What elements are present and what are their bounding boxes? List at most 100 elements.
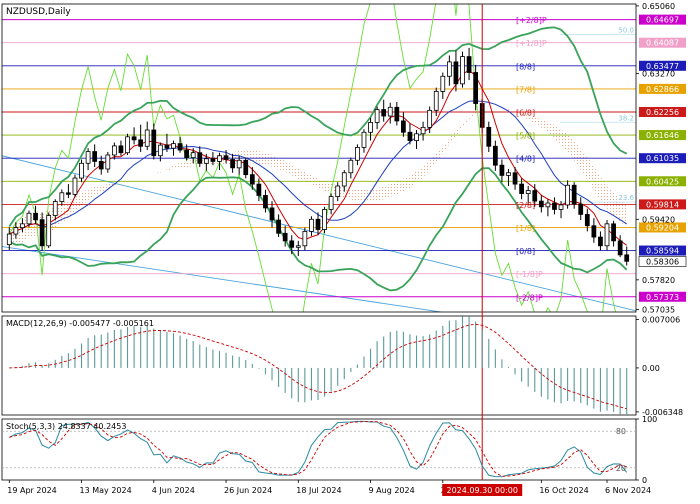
macd-panel-border — [1, 315, 637, 416]
murrey-level-label: [-1/8]P — [516, 270, 543, 279]
time-tick-label: 9 Aug 2024 — [369, 486, 415, 495]
candle-body — [197, 152, 203, 164]
price-tick-label: 0.65060 — [642, 2, 675, 11]
candle-body — [486, 126, 492, 147]
murrey-level-tag — [639, 245, 686, 256]
stoch-level-label: 80 — [616, 427, 626, 436]
candle-body — [302, 231, 308, 247]
murrey-level-value: 0.57373 — [646, 293, 679, 302]
candle-body — [591, 225, 597, 238]
murrey-level-tag — [639, 176, 686, 187]
candle-body — [26, 212, 32, 225]
trend-channel-line-lower — [2, 246, 444, 312]
candle-body — [545, 202, 551, 208]
candle-body — [368, 122, 373, 133]
candle-body — [519, 183, 524, 194]
stoch-signal-line — [9, 421, 627, 477]
murrey-level-label: [8/8] — [516, 62, 535, 71]
candle-body — [420, 126, 426, 135]
time-tick-label: 19 Apr 2024 — [7, 486, 56, 495]
candle-body — [499, 164, 505, 176]
murrey-level-label: [-2/8]P — [516, 293, 543, 302]
murrey-level-value: 0.58594 — [646, 247, 679, 256]
fib-level-label: 50.0 — [618, 26, 634, 34]
murrey-level-value: 0.63477 — [646, 62, 679, 71]
candle-body — [66, 192, 71, 195]
murrey-level-label: [+2/8]P — [516, 16, 547, 25]
murrey-level-tag — [639, 14, 686, 25]
current-price-tag — [638, 256, 687, 267]
candle-body — [223, 155, 229, 160]
candle-body — [164, 144, 170, 149]
murrey-level-label: [2/8] — [516, 201, 535, 210]
cursor-time-label: 2024.09.30 00:00 — [447, 486, 518, 495]
main-panel-plot — [2, 4, 636, 312]
murrey-level-value: 0.64087 — [646, 39, 679, 48]
candle-body — [401, 120, 406, 133]
candle-body — [335, 185, 341, 197]
candle-body — [525, 190, 531, 194]
murrey-level-value: 0.62866 — [646, 85, 679, 94]
candle-body — [46, 215, 52, 247]
stoch-tick-label: 0 — [642, 476, 647, 485]
candle-body — [157, 144, 163, 157]
candle-body — [552, 202, 557, 210]
candle-body — [571, 184, 577, 205]
candle-body — [295, 245, 301, 248]
bollinger-lower-band — [8, 167, 628, 292]
candle-body — [203, 158, 209, 164]
candle-body — [492, 145, 498, 166]
candle-body — [433, 91, 439, 111]
symbol-label: NZDUSD,Daily — [6, 7, 71, 17]
candle-body — [584, 213, 590, 227]
candle-body — [315, 218, 321, 230]
macd-signal-line — [9, 323, 627, 410]
time-tick-label: 4 Jun 2024 — [152, 486, 195, 495]
stoch-label: Stoch(5,3,3) 24.8337 40.2453 — [6, 422, 126, 431]
macd-label: MACD(12,26,9) -0.005477 -0.005161 — [6, 319, 154, 328]
candle-body — [52, 201, 58, 216]
candle-body — [190, 152, 196, 159]
bollinger-upper-band — [8, 26, 628, 228]
candle-body — [138, 139, 144, 147]
candle-body — [39, 219, 45, 247]
murrey-level-label: [1/8] — [516, 224, 535, 233]
stoch-main-line — [9, 420, 628, 478]
cursor-time-tag — [442, 484, 523, 496]
macd-tick-label: 0.007006 — [642, 315, 680, 324]
murrey-level-tag — [639, 130, 686, 141]
candle-body — [105, 154, 111, 170]
murrey-level-value: 0.61646 — [646, 131, 679, 140]
candle-body — [532, 190, 538, 202]
time-tick-label: 13 May 2024 — [80, 486, 132, 495]
macd-tick-label: 0.00 — [642, 364, 660, 373]
candle-body — [341, 172, 347, 187]
murrey-level-value: 0.59204 — [646, 223, 679, 232]
candle-body — [381, 109, 387, 117]
price-tick-label: 0.59420 — [642, 215, 675, 224]
candle-body — [289, 240, 295, 248]
macd-plot — [9, 316, 628, 415]
price-tick-label: 0.63270 — [642, 70, 675, 79]
time-tick-label: 18 Jul 2024 — [296, 486, 341, 495]
candle-body — [59, 192, 65, 202]
time-tick-label: 16 Oct 2024 — [539, 486, 588, 495]
price-tick-label: 0.57820 — [642, 276, 675, 285]
candle-body — [309, 218, 314, 232]
candle-body — [414, 133, 419, 141]
candle-body — [604, 223, 610, 247]
murrey-level-label: [4/8] — [516, 155, 535, 164]
murrey-level-value: 0.59814 — [646, 200, 679, 209]
candle-body — [328, 196, 334, 210]
candle-body — [617, 240, 623, 256]
murrey-level-value: 0.61035 — [646, 154, 679, 163]
candle-body — [558, 204, 564, 210]
candle-body — [210, 158, 216, 162]
candle-body — [460, 56, 465, 85]
price-tick-label: 0.57035 — [642, 306, 675, 315]
candle-body — [92, 151, 98, 162]
candle-body — [79, 162, 84, 179]
stoch-plot — [2, 420, 636, 478]
murrey-level-tag — [639, 106, 686, 117]
